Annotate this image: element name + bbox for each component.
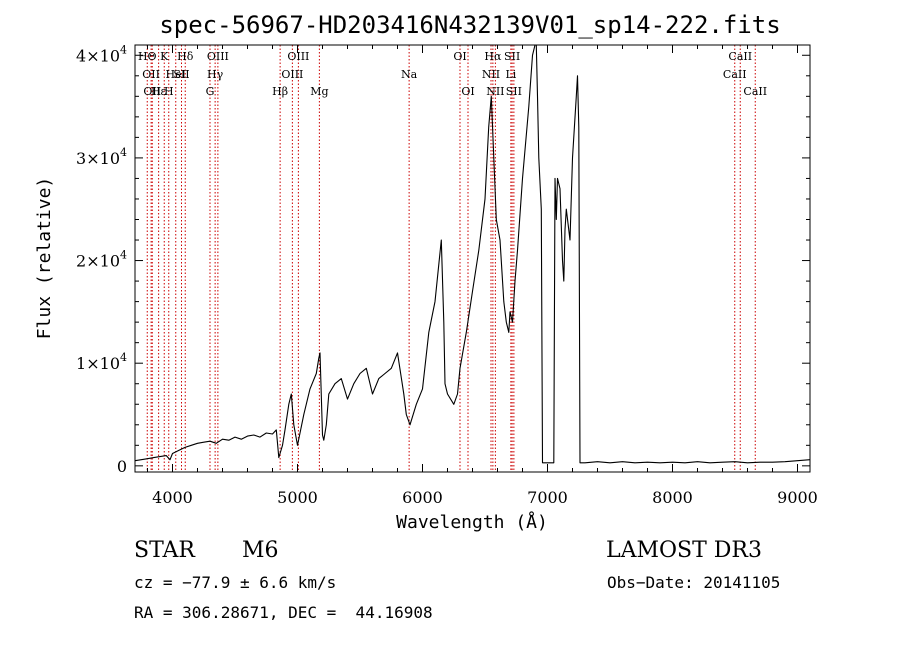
y-tick-mantissa: 4×10: [76, 46, 120, 65]
line-marker-label: HeI: [166, 68, 186, 81]
line-marker-label: Mg: [310, 85, 328, 98]
line-marker-label: Hε: [151, 85, 167, 98]
spectrum-line: [134, 44, 811, 464]
y-tick-mantissa: 0: [117, 457, 127, 476]
line-marker-label: OIII: [287, 50, 309, 63]
line-marker-label: HΘ: [138, 50, 157, 63]
line-marker-label: K: [160, 50, 169, 63]
line-marker-label: Hδ: [177, 50, 194, 63]
line-marker-label: SII: [504, 50, 520, 63]
y-tick-label: 1×104: [76, 351, 127, 373]
y-tick-mantissa: 2×10: [76, 252, 120, 271]
y-tick-label: 3×104: [76, 146, 127, 168]
y-tick-label: 4×104: [76, 43, 127, 65]
line-marker-label: OI: [461, 85, 474, 98]
line-marker-label: CaII: [728, 50, 752, 63]
line-marker-label: SII: [173, 68, 189, 81]
line-marker-label: OII: [143, 85, 161, 98]
line-marker-label: Hγ: [207, 68, 224, 81]
line-marker-label: Hα: [484, 50, 502, 63]
x-tick-label: 5000: [277, 488, 318, 507]
x-tick-label: 8000: [652, 488, 693, 507]
line-marker-label: NII: [482, 68, 500, 81]
observation-date: Obs−Date: 20141105: [607, 573, 781, 592]
chart-title: spec-56967-HD203416N432139V01_sp14-222.f…: [159, 11, 780, 39]
line-marker-label: OI: [453, 50, 466, 63]
line-marker-label: G: [206, 85, 215, 98]
x-tick-label: 7000: [527, 488, 568, 507]
object-subclass: M6: [242, 538, 279, 563]
x-axis-label: Wavelength (Å): [396, 511, 548, 533]
line-marker-label: Li: [505, 68, 516, 81]
line-marker-label: OIII: [281, 68, 303, 81]
y-axis-label: Flux (relative): [34, 177, 55, 340]
y-tick-exponent: 4: [120, 146, 127, 159]
y-tick-mantissa: 3×10: [76, 149, 120, 168]
line-marker-label: Na: [401, 68, 418, 81]
y-tick-exponent: 4: [120, 249, 127, 262]
line-marker-label: OIII: [207, 50, 229, 63]
survey-name: LAMOST DR3: [606, 538, 762, 563]
redshift-velocity: cz = −77.9 ± 6.6 km/s: [134, 573, 337, 592]
line-marker-label: CaII: [723, 68, 747, 81]
y-tick-exponent: 4: [120, 351, 127, 364]
plot-frame: [134, 44, 811, 473]
line-marker-label: NII: [486, 85, 504, 98]
x-tick-label: 4000: [152, 488, 193, 507]
y-tick-exponent: 4: [120, 43, 127, 56]
sky-coordinates: RA = 306.28671, DEC = 44.16908: [134, 603, 433, 622]
y-tick-label: 0: [117, 457, 127, 476]
line-marker-label: SII: [506, 85, 522, 98]
x-tick-label: 9000: [777, 488, 818, 507]
spectral-line-markers: [146, 45, 756, 472]
y-tick-label: 2×104: [76, 249, 127, 271]
spectral-line-labels: HΘOIIOIIHεKHHeISIIHδGHγOIIIHβOIIIOIIIMgN…: [138, 50, 767, 98]
line-marker-label: OII: [142, 68, 160, 81]
line-marker-label: Hβ: [272, 85, 288, 98]
line-marker-label: CaII: [743, 85, 767, 98]
object-class: STAR: [134, 538, 195, 563]
x-tick-label: 6000: [402, 488, 443, 507]
y-tick-mantissa: 1×10: [76, 354, 120, 373]
x-axis-ticks: 4000 5000 6000 7000 8000 9000: [147, 45, 818, 507]
line-marker-label: H: [164, 85, 174, 98]
